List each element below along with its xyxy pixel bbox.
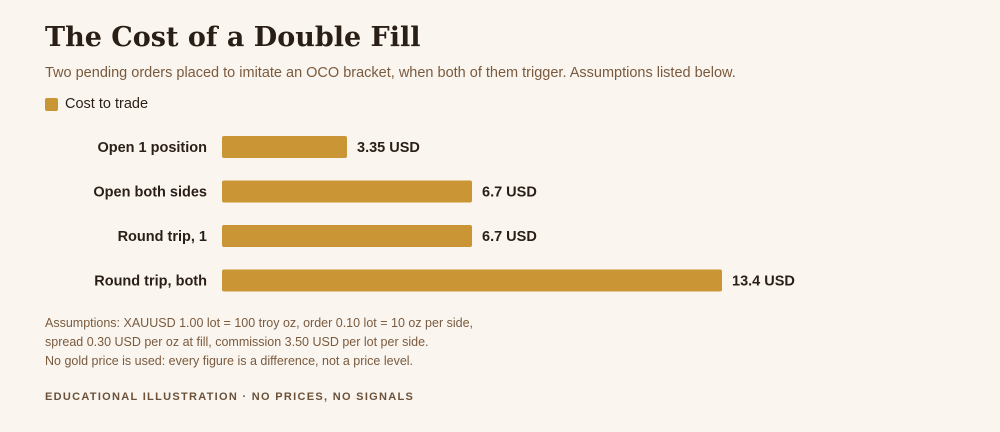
- value-label: 3.35 USD: [357, 140, 420, 156]
- note-line-3: No gold price is used: every figure is a…: [45, 354, 414, 368]
- bar: [222, 180, 472, 203]
- category-label: Round trip, 1: [118, 229, 207, 245]
- bar: [222, 269, 722, 292]
- legend-label: Cost to trade: [65, 96, 149, 112]
- footer-caption: EDUCATIONAL ILLUSTRATION · NO PRICES, NO…: [45, 391, 415, 403]
- note-line-1: Assumptions: XAUUSD 1.00 lot = 100 troy …: [45, 316, 474, 330]
- chart-title: The Cost of a Double Fill: [45, 22, 421, 53]
- value-label: 6.7 USD: [482, 185, 537, 201]
- value-label: 6.7 USD: [482, 229, 537, 245]
- legend-swatch: [45, 97, 58, 111]
- bar-chart: Open 1 position 3.35 USD Open both sides 6.…: [93, 136, 795, 292]
- assumptions-notes: Assumptions: XAUUSD 1.00 lot = 100 troy …: [45, 314, 473, 371]
- bar: [222, 136, 347, 158]
- value-label: 13.4 USD: [732, 274, 795, 290]
- category-label: Open 1 position: [97, 140, 207, 156]
- legend: Cost to trade: [45, 96, 148, 112]
- chart-subtitle: Two pending orders placed to imitate an …: [45, 65, 736, 81]
- category-label: Round trip, both: [94, 274, 207, 290]
- category-label: Open both sides: [93, 185, 207, 201]
- bar: [222, 225, 472, 247]
- note-line-2: spread 0.30 USD per oz at fill, commissi…: [45, 335, 429, 349]
